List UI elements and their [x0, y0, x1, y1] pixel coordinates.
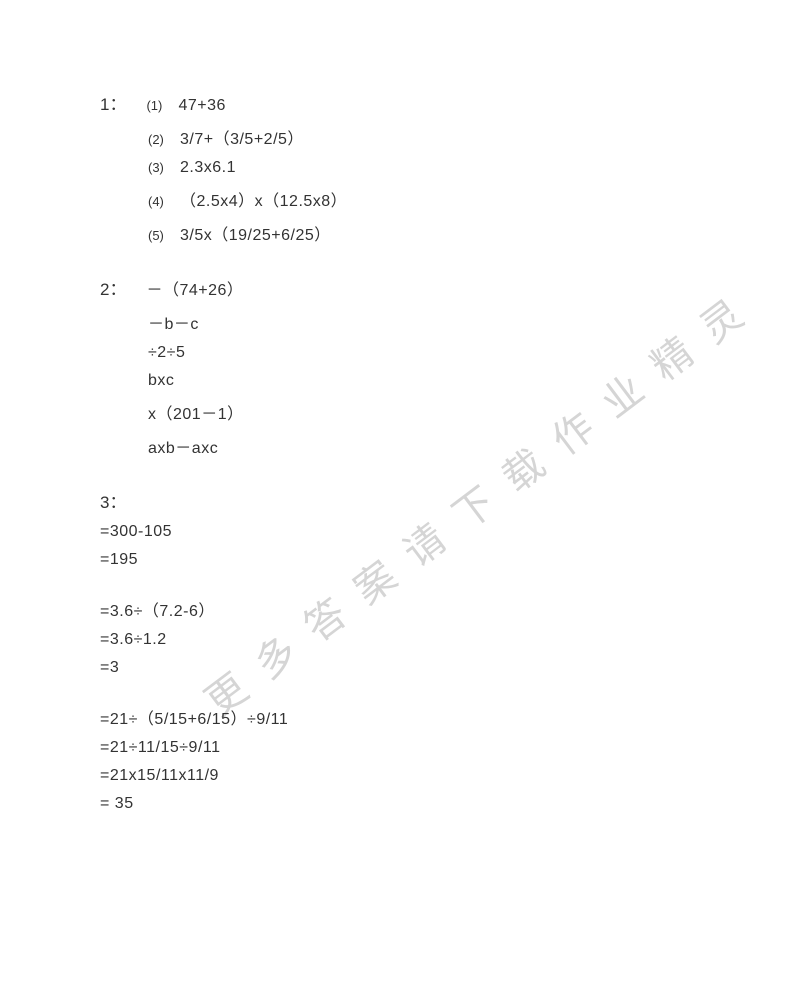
section-2-line-3: bxc: [100, 372, 700, 390]
item-5-num: (5): [148, 228, 168, 243]
calc-3-1: =21÷（5/15+6/15）÷9/11: [100, 705, 700, 729]
section-2-line-2: ÷2÷5: [100, 344, 700, 362]
calc-group-1: =300-105 =195: [100, 523, 700, 569]
item-4-num: (4): [148, 194, 168, 209]
section-2-line-4: x（201－1）: [100, 400, 700, 424]
calc-1-1: =300-105: [100, 523, 700, 541]
calc-1-2: =195: [100, 551, 700, 569]
item-3-num: (3): [148, 160, 168, 175]
calc-3-2: =21÷11/15÷9/11: [100, 739, 700, 757]
calc-2-3: =3: [100, 659, 700, 677]
section-2-line-1: －b－c: [100, 310, 700, 334]
section-2-line-5: axb－axc: [100, 434, 700, 458]
section-2-label: 2：: [100, 275, 126, 300]
section-1-label: 1：: [100, 90, 126, 115]
item-1-text: 47+36: [178, 97, 225, 115]
section-2: 2： －（74+26） －b－c ÷2÷5 bxc x（201－1） axb－a…: [100, 275, 700, 458]
section-1-row-3: (3) 2.3x6.1: [100, 159, 700, 177]
calc-2-1: =3.6÷（7.2-6）: [100, 597, 700, 621]
item-2-text: 3/7+（3/5+2/5）: [180, 125, 304, 149]
calc-2-2: =3.6÷1.2: [100, 631, 700, 649]
calc-group-3: =21÷（5/15+6/15）÷9/11 =21÷11/15÷9/11 =21x…: [100, 705, 700, 813]
item-4-text: （2.5x4）x（12.5x8）: [180, 187, 347, 211]
section-2-first: －（74+26）: [146, 276, 243, 300]
calc-group-2: =3.6÷（7.2-6） =3.6÷1.2 =3: [100, 597, 700, 677]
item-1-num: (1): [146, 98, 166, 113]
section-2-row-1: 2： －（74+26）: [100, 275, 700, 300]
calc-3-3: =21x15/11x11/9: [100, 767, 700, 785]
item-5-text: 3/5x（19/25+6/25）: [180, 221, 331, 245]
document-content: 1： (1) 47+36 (2) 3/7+（3/5+2/5） (3) 2.3x6…: [100, 90, 700, 813]
section-1-row-1: 1： (1) 47+36: [100, 90, 700, 115]
section-1-row-5: (5) 3/5x（19/25+6/25）: [100, 221, 700, 245]
section-1: 1： (1) 47+36 (2) 3/7+（3/5+2/5） (3) 2.3x6…: [100, 90, 700, 245]
calc-3-4: = 35: [100, 795, 700, 813]
section-3: 3： =300-105 =195 =3.6÷（7.2-6） =3.6÷1.2 =…: [100, 488, 700, 813]
section-3-label: 3：: [100, 488, 700, 513]
item-3-text: 2.3x6.1: [180, 159, 236, 177]
section-1-row-4: (4) （2.5x4）x（12.5x8）: [100, 187, 700, 211]
item-2-num: (2): [148, 132, 168, 147]
section-1-row-2: (2) 3/7+（3/5+2/5）: [100, 125, 700, 149]
